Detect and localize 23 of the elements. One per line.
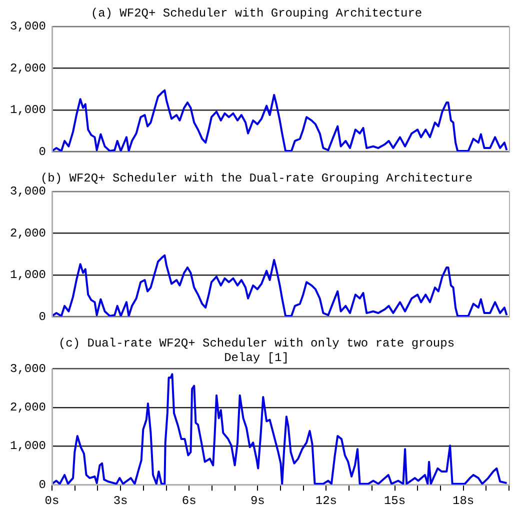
y-tick-label: 0 [38,144,46,159]
y-tick-label: 1,000 [10,103,46,118]
y-tick-label: 1,000 [10,268,46,282]
x-tick-label: 9s [250,494,265,508]
y-tick-label: 3,000 [10,362,46,376]
y-tick-label: 2,000 [10,61,46,76]
y-tick-label: 3,000 [10,184,46,199]
x-tick-label: 15s [384,494,406,508]
x-tick-label: 6s [182,494,196,508]
x-tick-label: 18s [452,494,474,508]
y-tick-label: 0 [38,310,46,324]
y-tick-label: 1,000 [10,439,46,454]
y-tick-label: 2,000 [10,226,46,240]
chart-title: (b) WF2Q+ Scheduler with the Dual-rate Grouping Architecture [40,171,473,186]
x-tick-label: 0s [44,494,60,508]
y-tick-label: 0 [38,478,46,492]
y-tick-label: 3,000 [10,20,46,34]
y-tick-label: 2,000 [10,400,46,415]
x-tick-label: 12s [315,494,338,508]
x-tick-label: 3s [113,494,128,508]
chart-title: (c) Dual-rate WF2Q+ Scheduler with only two rate groups [58,336,455,350]
chart-title: (a) WF2Q+ Scheduler with Grouping Architecture [90,6,422,20]
chart-subtitle: Delay [1] [224,350,289,365]
